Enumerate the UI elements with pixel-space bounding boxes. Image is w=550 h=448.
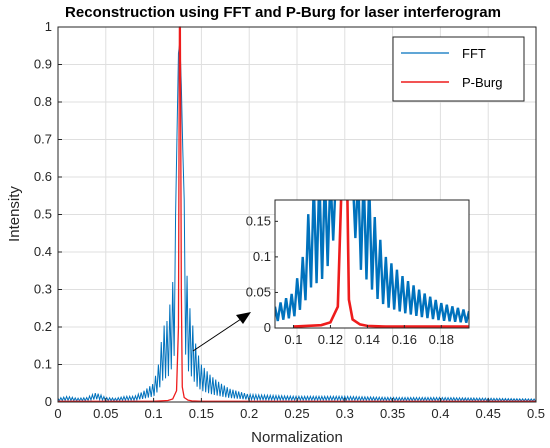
main-x-ticks: 0 0.05 0.1 0.15 0.2 0.25 0.3 0.35 0.4 0.45 0.5 [54,398,545,421]
x-tick-label: 0.1 [145,406,163,421]
inset-y-tick-label: 0.15 [246,213,271,228]
y-tick-label: 0.2 [34,319,52,334]
inset-x-tick-label: 0.12 [318,332,343,347]
x-tick-label: 0.3 [336,406,354,421]
inset-y-ticks: 0 0.05 0.1 0.15 [246,213,278,335]
y-tick-label: 0.4 [34,244,52,259]
inset-x-tick-label: 0.14 [355,332,380,347]
y-tick-label: 0.1 [34,357,52,372]
inset-series-pburg-line [293,200,469,328]
inset-axes-frame [274,199,470,329]
series-pburg-line [58,26,536,402]
legend-fft-label: FFT [462,46,486,61]
inset-x-tick-label: 0.16 [392,332,417,347]
x-tick-label: 0.4 [431,406,449,421]
x-tick-label: 0.35 [380,406,405,421]
x-tick-label: 0.05 [93,406,118,421]
x-tick-label: 0.25 [284,406,309,421]
inset-plot-area [275,200,469,328]
zoom-arrow [192,312,251,352]
inset-series-fft-line [275,200,469,323]
inset-y-tick-label: 0.05 [246,284,271,299]
y-tick-label: 0.7 [34,132,52,147]
y-tick-label: 0.9 [34,57,52,72]
inset-series-group [275,200,469,328]
x-tick-label: 0.5 [527,406,545,421]
y-tick-label: 0.8 [34,94,52,109]
y-tick-label: 0 [45,394,52,409]
x-tick-label: 0 [54,406,61,421]
legend: FFT P-Burg [392,36,525,102]
x-tick-label: 0.15 [189,406,214,421]
y-tick-label: 1 [45,19,52,34]
x-tick-label: 0.2 [240,406,258,421]
inset-x-ticks: 0.1 0.12 0.14 0.16 0.18 [284,325,454,347]
y-tick-label: 0.6 [34,169,52,184]
inset-y-tick-label: 0 [264,320,271,335]
y-tick-label: 0.3 [34,282,52,297]
inset-axes: 0.1 0.12 0.14 0.16 0.18 0 0.05 0.1 0.15 [246,199,470,347]
inset-x-tick-label: 0.1 [284,332,302,347]
inset-x-tick-label: 0.18 [429,332,454,347]
main-y-ticks: 0 0.1 0.2 0.3 0.4 0.5 0.6 0.7 0.8 0.9 1 [34,19,62,409]
inset-y-tick-label: 0.1 [253,249,271,264]
legend-box [392,36,525,102]
y-tick-label: 0.5 [34,207,52,222]
chart-title: Reconstruction using FFT and P-Burg for … [65,4,501,21]
legend-pburg-label: P-Burg [462,75,502,90]
y-axis-label: Intensity [6,186,23,242]
x-tick-label: 0.45 [476,406,501,421]
x-axis-label: Normalization [251,429,343,446]
